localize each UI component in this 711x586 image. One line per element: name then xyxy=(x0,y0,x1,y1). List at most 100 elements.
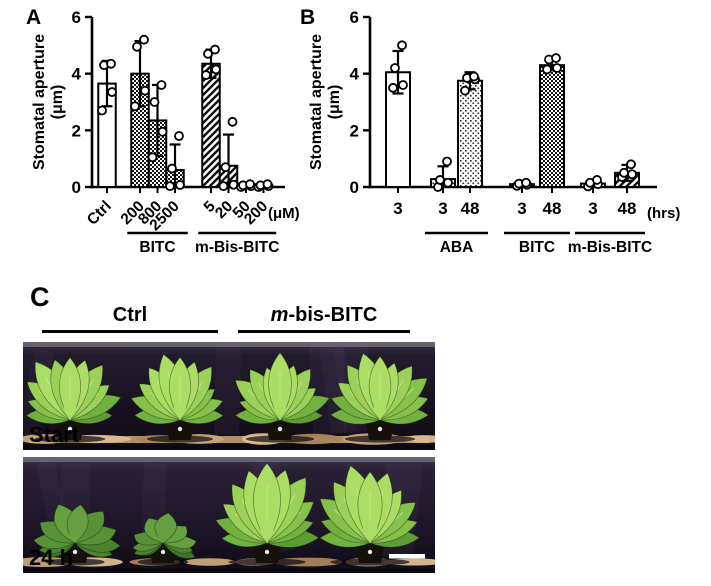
plant-healthy xyxy=(234,352,331,443)
data-point xyxy=(157,126,168,137)
data-point xyxy=(469,71,479,82)
y-tick-label: 6 xyxy=(72,8,81,27)
plant-healthy xyxy=(130,353,225,443)
x-tick-label: 48 xyxy=(461,199,480,218)
plant-wilted xyxy=(33,504,122,566)
y-axis-title: Stomatal aperture(μm) xyxy=(31,34,66,170)
data-point xyxy=(619,167,629,178)
x-tick-label: 3 xyxy=(588,199,597,218)
x-tick-label: 48 xyxy=(618,199,637,218)
data-point xyxy=(390,63,400,73)
data-point xyxy=(167,163,177,174)
data-point xyxy=(201,70,211,80)
scale-bar xyxy=(389,554,425,559)
bar-5 xyxy=(201,62,221,188)
mbis-label-italic-m: m xyxy=(270,304,289,326)
backdrop-top-edge xyxy=(23,457,435,462)
data-point xyxy=(388,82,398,93)
data-point xyxy=(398,80,408,90)
data-point xyxy=(552,63,562,73)
plant-healthy xyxy=(25,356,122,443)
photo-column-label-mbisbitc: m-bis-BITC xyxy=(238,303,410,333)
pot-dot xyxy=(277,426,283,432)
data-point xyxy=(460,85,470,96)
pot-dot xyxy=(367,549,373,555)
data-point xyxy=(626,159,636,170)
data-point xyxy=(210,44,220,55)
panel-a-label: A xyxy=(26,6,42,29)
leaf-heart xyxy=(177,397,187,420)
data-point xyxy=(97,105,107,116)
ground-shadow xyxy=(23,568,435,573)
y-tick-label: 6 xyxy=(350,8,359,27)
data-point xyxy=(174,131,184,141)
y-axis-title: Stomatal aperture(μm) xyxy=(308,34,343,170)
group-label: m-Bis-BITC xyxy=(195,239,279,256)
data-point xyxy=(149,97,160,107)
data-point xyxy=(175,180,185,190)
y-tick-label: 2 xyxy=(350,121,359,140)
data-point xyxy=(140,85,150,96)
data-point xyxy=(165,181,175,192)
photo-tag: 24 h xyxy=(29,545,73,570)
leaf-heart xyxy=(264,516,275,543)
pot-dot xyxy=(72,549,78,555)
y-tick-label: 4 xyxy=(350,65,360,84)
unit-label: (hrs) xyxy=(647,205,680,222)
pot-dot xyxy=(160,549,166,555)
data-point xyxy=(107,87,117,97)
pot-dot xyxy=(264,549,270,555)
plant-healthy xyxy=(215,462,320,566)
data-point xyxy=(147,152,158,163)
x-tick-label: 3 xyxy=(517,199,526,218)
leaf-heart xyxy=(161,532,168,543)
data-point xyxy=(592,175,602,185)
backdrop-fold xyxy=(213,348,242,435)
bar-48 xyxy=(539,64,565,188)
ctrl-label-text: Ctrl xyxy=(112,304,148,326)
data-point xyxy=(211,64,221,75)
group-label: ABA xyxy=(440,239,474,256)
plant-healthy xyxy=(329,352,430,443)
plant-healthy xyxy=(319,465,421,566)
data-point xyxy=(542,64,552,75)
data-point xyxy=(397,40,407,51)
data-point xyxy=(245,179,255,190)
group-label: BITC xyxy=(139,239,175,256)
group-label: BITC xyxy=(519,239,555,256)
soil-band xyxy=(29,436,429,443)
pot-dot xyxy=(377,426,383,432)
data-point xyxy=(442,156,452,167)
y-tick-label: 4 xyxy=(72,65,82,84)
group-label: m-Bis-BITC xyxy=(568,239,652,256)
ground-shadow xyxy=(23,445,435,450)
soil-patch xyxy=(403,435,435,443)
data-point xyxy=(106,58,116,69)
data-point xyxy=(139,34,149,45)
photo-tag: Start xyxy=(29,422,80,447)
chart-stomatal-aperture-time: 0 2 4 6 Stomatal aperture(μm) 3 3 48 3 48 3 48 (hrs)… xyxy=(308,8,680,256)
photo-start: Start xyxy=(23,342,435,450)
data-point xyxy=(521,177,531,188)
data-point xyxy=(220,162,231,173)
data-point xyxy=(443,177,453,188)
data-point xyxy=(227,116,238,127)
photo-24h: 24 h xyxy=(23,457,435,573)
soil-patch xyxy=(183,558,237,566)
photo-column-label-ctrl: Ctrl xyxy=(42,303,218,333)
pot-dot xyxy=(177,426,183,432)
data-point xyxy=(203,48,213,59)
data-point xyxy=(435,175,445,185)
x-tick-label: 3 xyxy=(393,199,402,218)
panel-c-label: C xyxy=(30,282,50,312)
data-point xyxy=(130,101,140,112)
data-point xyxy=(218,181,229,192)
leaf-heart xyxy=(73,528,81,543)
mbis-label-text: -bis-BITC xyxy=(288,304,378,326)
y-tick-label: 2 xyxy=(72,121,81,140)
panel-b-label: B xyxy=(300,6,316,29)
x-tick-label: 48 xyxy=(543,199,562,218)
data-point xyxy=(262,179,273,190)
